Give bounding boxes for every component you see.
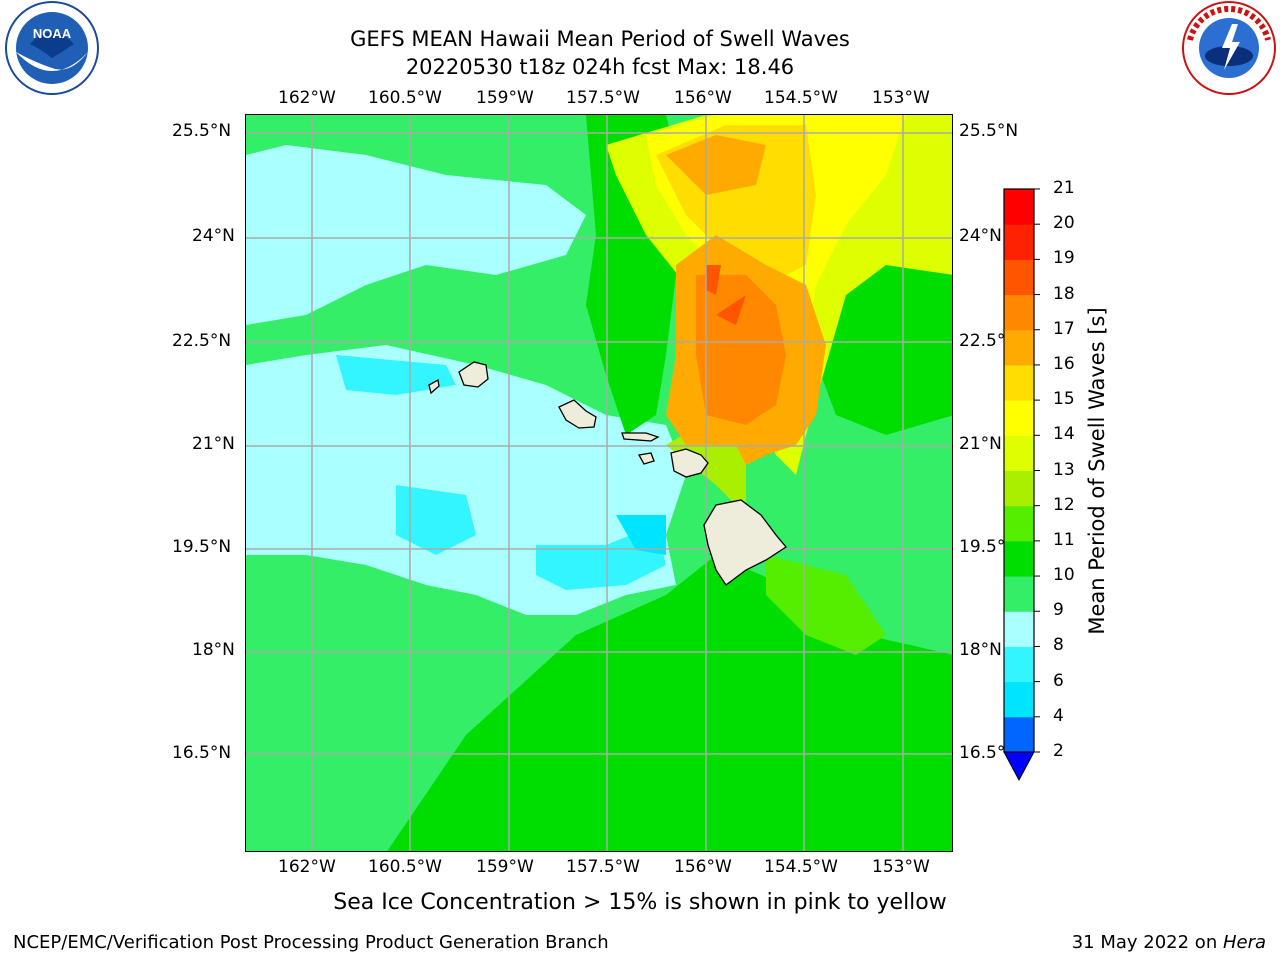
colorbar-label: 16 [1053, 353, 1075, 374]
colorbar-segment [1004, 611, 1034, 647]
colorbar-label: 9 [1053, 600, 1064, 621]
chart-subtitle: 20220530 t18z 024h fcst Max: 18.46 [405, 55, 795, 79]
colorbar-segment [1004, 505, 1034, 542]
nws-logo [1178, 0, 1280, 100]
lat-tick-left-7: 16.5°N [172, 743, 232, 763]
colorbar-segment [1004, 576, 1034, 612]
field-11-12 [766, 555, 886, 655]
map-panel [245, 114, 953, 852]
colorbar-label: 4 [1053, 705, 1064, 726]
footer-machine: Hera [1222, 932, 1266, 953]
colorbar-label: 12 [1053, 494, 1075, 515]
lat-tick-right-2: 24°N [959, 226, 1002, 246]
colorbar-label: 20 [1053, 213, 1075, 234]
lon-tick-top-1: 162°W [278, 88, 336, 108]
colorbar-label: 11 [1053, 529, 1075, 550]
footer-left: NCEP/EMC/Verification Post Processing Pr… [13, 932, 609, 953]
colorbar-segment [1004, 189, 1034, 225]
noaa-logo: NOAA [0, 0, 104, 100]
colorbar-segment [1004, 470, 1034, 507]
lon-tick-top-7: 153°W [872, 88, 930, 108]
swell-period-field [246, 115, 952, 851]
island-niihau [428, 378, 440, 395]
island-molokai [621, 432, 660, 442]
lat-tick-left-2: 24°N [192, 226, 235, 246]
colorbar-label: 15 [1053, 389, 1075, 410]
island-lanai [637, 452, 655, 465]
colorbar-under-arrow [1003, 751, 1035, 782]
lon-tick-bottom-6: 154.5°W [764, 857, 838, 877]
lat-tick-right-6: 18°N [959, 640, 1002, 660]
lon-tick-bottom-7: 153°W [872, 857, 930, 877]
lon-tick-bottom-3: 159°W [476, 857, 534, 877]
colorbar-segment [1004, 259, 1034, 296]
colorbar-label: 18 [1053, 283, 1075, 304]
colorbar-label: 8 [1053, 635, 1064, 656]
lat-tick-right-1: 25.5°N [959, 121, 1019, 141]
lon-tick-bottom-5: 156°W [674, 857, 732, 877]
sea-ice-note: Sea Ice Concentration > 15% is shown in … [333, 890, 947, 915]
colorbar-segment [1004, 681, 1034, 718]
island-kauai [458, 361, 489, 388]
colorbar-label: 2 [1053, 741, 1064, 761]
lat-tick-right-5: 19.5°N [959, 537, 1019, 557]
lat-tick-left-4: 21°N [192, 434, 235, 454]
footer-date: 31 May 2022 on [1071, 932, 1223, 953]
colorbar-label: 6 [1053, 670, 1064, 691]
colorbar-segment [1004, 224, 1034, 260]
field-4-6 [616, 515, 666, 555]
graticule [246, 115, 952, 851]
colorbar-label: 13 [1053, 459, 1075, 480]
lat-tick-left-5: 19.5°N [172, 537, 232, 557]
colorbar-segment [1004, 540, 1034, 577]
chart-title: GEFS MEAN Hawaii Mean Period of Swell Wa… [350, 27, 850, 51]
lat-tick-right-4: 21°N [959, 434, 1002, 454]
colorbar-label: 17 [1053, 318, 1075, 339]
lat-tick-left-6: 18°N [192, 640, 235, 660]
colorbar-label: 19 [1053, 248, 1075, 269]
lon-tick-bottom-2: 160.5°W [368, 857, 442, 877]
field-16-17-north [666, 135, 766, 195]
lat-tick-left-3: 22.5°N [172, 331, 232, 351]
lon-tick-top-3: 159°W [476, 88, 534, 108]
field-8-9-north [246, 145, 586, 325]
noaa-logo-text: NOAA [33, 26, 72, 41]
colorbar-segment [1004, 329, 1034, 366]
hawaiian-islands [428, 361, 787, 586]
field-6-8-a [336, 355, 456, 395]
colorbar-segment [1004, 646, 1034, 683]
field-17-18 [696, 275, 786, 425]
colorbar-segment [1004, 364, 1034, 401]
lon-tick-top-4: 157.5°W [566, 88, 640, 108]
footer-right: 31 May 2022 on Hera [1072, 932, 1266, 953]
island-hawaii [703, 499, 787, 586]
colorbar-label: 14 [1053, 424, 1075, 445]
lat-tick-right-7: 16.5°N [959, 743, 1019, 763]
colorbar-title: Mean Period of Swell Waves [s] [1085, 307, 1109, 635]
colorbar-segment [1004, 435, 1034, 471]
island-oahu [558, 399, 597, 429]
colorbar-segment [1004, 294, 1034, 331]
island-maui [670, 448, 709, 478]
colorbar-label: 10 [1053, 565, 1075, 586]
lon-tick-top-6: 154.5°W [764, 88, 838, 108]
field-18-19 [706, 265, 746, 325]
lon-tick-top-5: 156°W [674, 88, 732, 108]
colorbar-segment [1004, 400, 1034, 436]
colorbar [1003, 188, 1040, 782]
lon-tick-top-2: 160.5°W [368, 88, 442, 108]
lat-tick-left-1: 25.5°N [172, 121, 232, 141]
lon-tick-bottom-4: 157.5°W [566, 857, 640, 877]
lat-tick-right-3: 22.5°N [959, 331, 1019, 351]
lon-tick-bottom-1: 162°W [278, 857, 336, 877]
colorbar-label: 21 [1053, 178, 1075, 198]
field-6-8-b [396, 485, 476, 555]
colorbar-segment [1004, 716, 1034, 753]
